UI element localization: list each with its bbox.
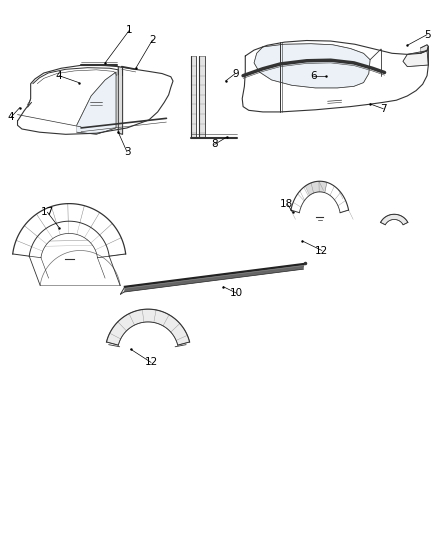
Text: 17: 17 — [41, 207, 54, 217]
Text: 12: 12 — [315, 246, 328, 255]
Text: 10: 10 — [230, 288, 243, 298]
Polygon shape — [403, 51, 428, 67]
Text: 4: 4 — [56, 71, 63, 80]
Polygon shape — [305, 181, 327, 196]
Text: 5: 5 — [424, 30, 431, 39]
Text: 1: 1 — [126, 26, 133, 35]
Text: 2: 2 — [149, 35, 156, 45]
Polygon shape — [420, 45, 428, 53]
Polygon shape — [124, 264, 304, 292]
Polygon shape — [118, 67, 123, 134]
Text: 6: 6 — [310, 71, 317, 81]
Polygon shape — [191, 56, 196, 138]
Text: 18: 18 — [280, 199, 293, 208]
Polygon shape — [199, 56, 205, 138]
Text: 3: 3 — [124, 147, 131, 157]
Text: 4: 4 — [7, 112, 14, 122]
Text: 8: 8 — [211, 140, 218, 149]
Text: 7: 7 — [380, 104, 387, 114]
Polygon shape — [381, 214, 408, 225]
Polygon shape — [254, 44, 370, 88]
Text: 12: 12 — [145, 358, 158, 367]
Polygon shape — [77, 72, 116, 134]
Text: 9: 9 — [232, 69, 239, 78]
Polygon shape — [106, 309, 190, 345]
